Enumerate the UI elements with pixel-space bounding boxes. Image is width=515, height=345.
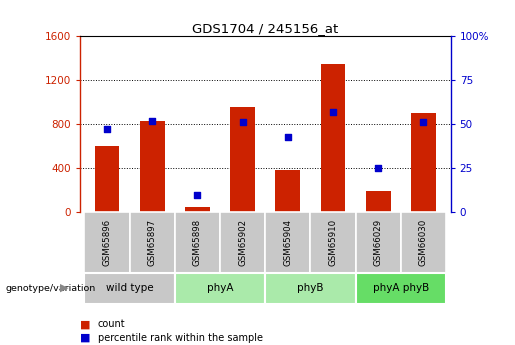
Text: GSM66029: GSM66029: [374, 219, 383, 266]
Text: wild type: wild type: [106, 283, 153, 293]
Point: [284, 134, 292, 139]
Text: percentile rank within the sample: percentile rank within the sample: [98, 333, 263, 343]
FancyBboxPatch shape: [130, 212, 175, 273]
Text: phyA phyB: phyA phyB: [373, 283, 429, 293]
Text: ■: ■: [80, 319, 90, 329]
Text: GSM65902: GSM65902: [238, 219, 247, 266]
Title: GDS1704 / 245156_at: GDS1704 / 245156_at: [192, 22, 338, 35]
FancyBboxPatch shape: [356, 212, 401, 273]
Point: [329, 109, 337, 115]
FancyBboxPatch shape: [401, 212, 446, 273]
Text: count: count: [98, 319, 126, 329]
FancyBboxPatch shape: [175, 212, 220, 273]
FancyBboxPatch shape: [84, 212, 130, 273]
Text: GSM65897: GSM65897: [148, 219, 157, 266]
FancyBboxPatch shape: [265, 212, 311, 273]
FancyBboxPatch shape: [265, 273, 356, 304]
Bar: [276, 170, 300, 212]
Point: [238, 120, 247, 125]
Point: [374, 165, 383, 171]
Bar: [230, 107, 255, 212]
Text: GSM65904: GSM65904: [283, 219, 293, 266]
Point: [148, 118, 156, 124]
Text: ■: ■: [80, 333, 90, 343]
FancyBboxPatch shape: [220, 212, 265, 273]
Bar: [321, 64, 346, 212]
Text: GSM65898: GSM65898: [193, 219, 202, 266]
Point: [103, 127, 111, 132]
Bar: [366, 191, 391, 212]
Text: phyA: phyA: [207, 283, 233, 293]
Text: ▶: ▶: [60, 283, 68, 293]
Text: genotype/variation: genotype/variation: [5, 284, 95, 293]
Point: [193, 192, 201, 197]
FancyBboxPatch shape: [84, 273, 175, 304]
Bar: [95, 146, 119, 212]
Bar: [411, 113, 436, 212]
Point: [419, 120, 427, 125]
Bar: [140, 121, 165, 212]
Text: phyB: phyB: [297, 283, 324, 293]
Text: GSM65896: GSM65896: [102, 219, 111, 266]
Bar: [185, 207, 210, 212]
Text: GSM66030: GSM66030: [419, 219, 428, 266]
FancyBboxPatch shape: [175, 273, 265, 304]
FancyBboxPatch shape: [356, 273, 446, 304]
FancyBboxPatch shape: [311, 212, 356, 273]
Text: GSM65910: GSM65910: [329, 219, 337, 266]
